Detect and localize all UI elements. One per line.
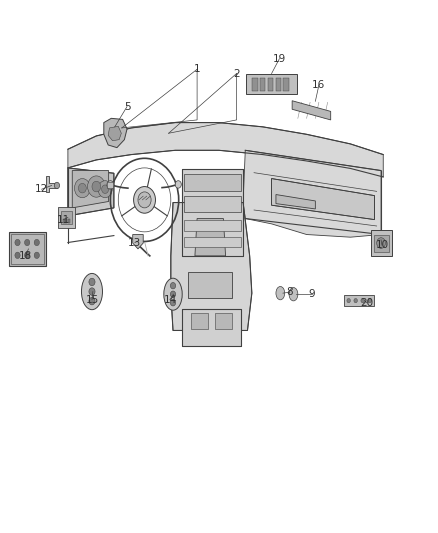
Polygon shape	[68, 123, 383, 177]
Bar	[268, 78, 273, 91]
Bar	[184, 237, 241, 247]
Polygon shape	[292, 101, 331, 120]
Bar	[371, 230, 392, 256]
Ellipse shape	[81, 273, 102, 310]
Circle shape	[89, 288, 95, 295]
Circle shape	[354, 298, 357, 303]
Bar	[191, 313, 208, 329]
Circle shape	[92, 181, 101, 192]
Circle shape	[25, 252, 30, 259]
Circle shape	[89, 297, 95, 305]
Bar	[68, 219, 70, 223]
Text: 18: 18	[19, 251, 32, 261]
Bar	[107, 182, 113, 188]
Circle shape	[175, 181, 181, 188]
Circle shape	[98, 181, 112, 198]
Text: 20: 20	[360, 298, 374, 308]
Text: 2: 2	[233, 69, 240, 78]
Circle shape	[15, 239, 20, 246]
Bar	[276, 78, 281, 91]
Text: 19: 19	[273, 54, 286, 63]
Bar	[344, 295, 374, 306]
Bar	[215, 313, 232, 329]
Polygon shape	[243, 150, 381, 237]
Text: 8: 8	[286, 287, 293, 297]
Polygon shape	[133, 235, 143, 249]
Text: 14: 14	[163, 295, 177, 304]
Bar	[260, 78, 265, 91]
Circle shape	[88, 176, 105, 197]
Circle shape	[107, 181, 114, 189]
Bar	[184, 196, 241, 212]
Polygon shape	[68, 168, 114, 216]
Bar	[8, 231, 46, 266]
Circle shape	[361, 298, 364, 303]
Circle shape	[15, 252, 20, 259]
Polygon shape	[182, 309, 241, 346]
Circle shape	[377, 238, 385, 248]
Circle shape	[170, 291, 176, 297]
Bar	[283, 78, 289, 91]
Text: 12: 12	[35, 184, 48, 194]
Circle shape	[170, 282, 176, 289]
Bar	[246, 74, 297, 94]
Polygon shape	[104, 118, 127, 148]
Text: 13: 13	[128, 238, 141, 247]
Bar	[184, 220, 241, 231]
Circle shape	[78, 183, 86, 193]
Text: 15: 15	[85, 295, 99, 304]
Polygon shape	[72, 171, 109, 208]
Circle shape	[170, 300, 176, 306]
Text: 10: 10	[375, 240, 389, 250]
Polygon shape	[276, 195, 315, 209]
Circle shape	[89, 278, 95, 286]
Polygon shape	[272, 179, 374, 220]
Polygon shape	[188, 272, 232, 298]
Bar	[65, 219, 67, 223]
Polygon shape	[195, 219, 226, 256]
Circle shape	[54, 182, 60, 189]
Polygon shape	[46, 176, 57, 192]
Circle shape	[34, 239, 39, 246]
Circle shape	[138, 192, 151, 208]
Text: 5: 5	[124, 102, 131, 111]
Circle shape	[347, 298, 350, 303]
Polygon shape	[182, 169, 243, 256]
Polygon shape	[171, 203, 252, 330]
Bar	[252, 78, 258, 91]
Polygon shape	[108, 126, 121, 141]
Text: 11: 11	[57, 215, 70, 224]
Text: 1: 1	[194, 64, 201, 74]
Bar	[374, 235, 389, 252]
Circle shape	[25, 239, 30, 246]
Bar	[184, 174, 241, 191]
Ellipse shape	[289, 288, 298, 301]
Bar	[61, 211, 72, 224]
Bar	[58, 207, 75, 228]
Text: 9: 9	[308, 289, 315, 299]
Circle shape	[368, 298, 371, 303]
Circle shape	[74, 179, 90, 198]
Text: 16: 16	[312, 80, 325, 90]
Circle shape	[102, 185, 109, 193]
Circle shape	[134, 187, 155, 213]
Circle shape	[34, 252, 39, 259]
Ellipse shape	[164, 278, 182, 310]
Ellipse shape	[276, 287, 285, 300]
Bar	[11, 234, 44, 263]
Bar	[63, 219, 65, 223]
